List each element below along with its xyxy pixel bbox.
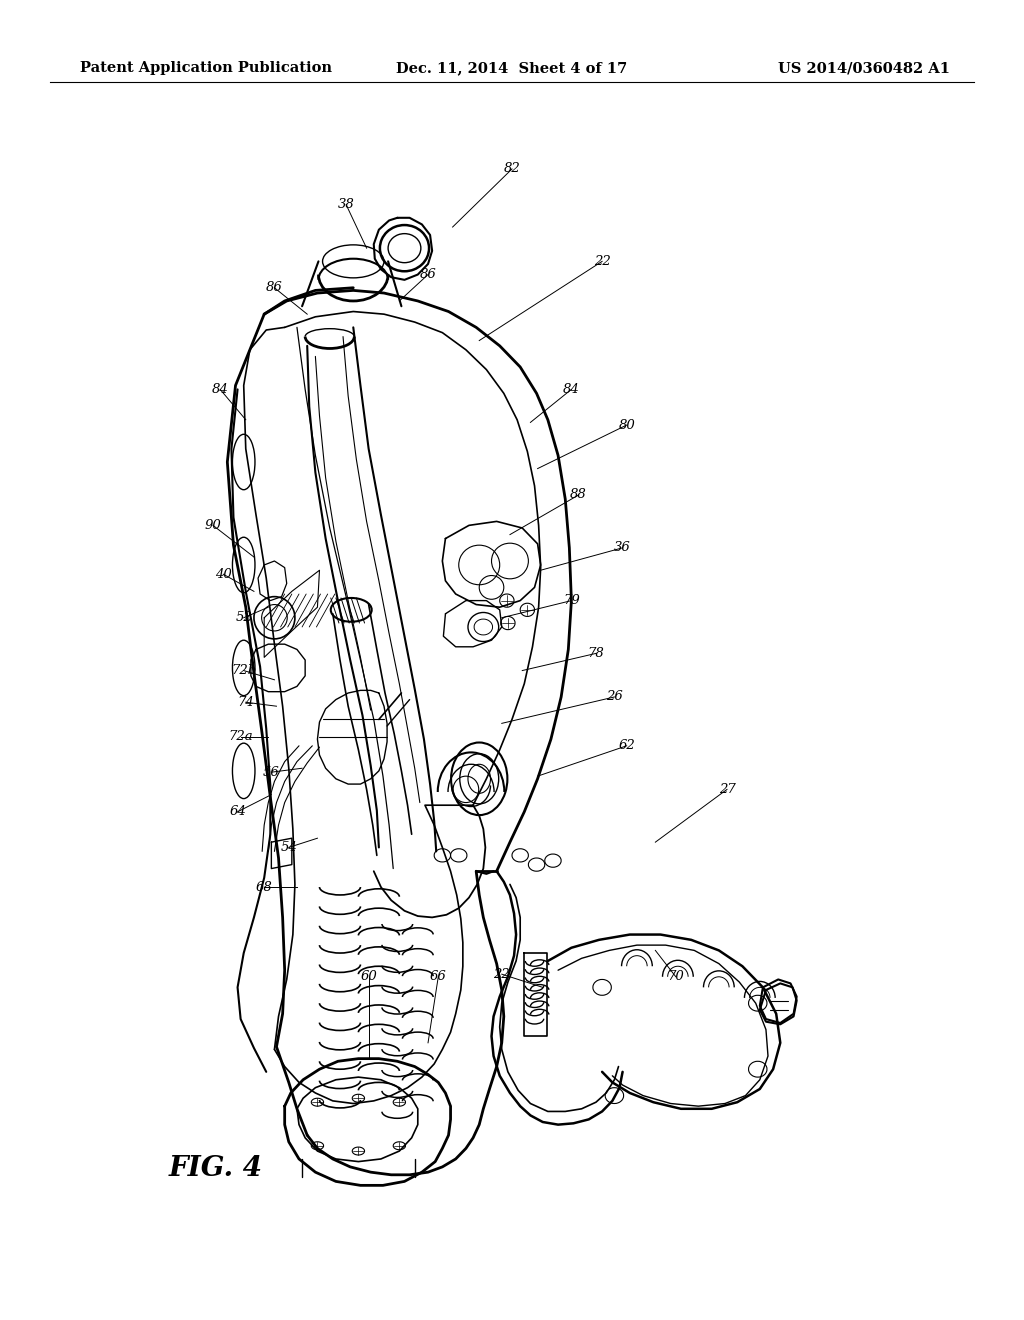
Text: 86: 86: [420, 268, 436, 281]
Text: 60: 60: [360, 970, 377, 983]
Text: 22: 22: [494, 968, 510, 981]
Text: 78: 78: [588, 647, 604, 660]
Text: 70: 70: [668, 970, 684, 983]
Text: 66: 66: [430, 970, 446, 983]
Text: 26: 26: [606, 690, 623, 704]
Text: 27: 27: [719, 783, 735, 796]
Text: Dec. 11, 2014  Sheet 4 of 17: Dec. 11, 2014 Sheet 4 of 17: [396, 61, 628, 75]
Text: 79: 79: [563, 594, 580, 607]
Text: 74: 74: [238, 696, 254, 709]
Text: 54: 54: [281, 841, 297, 854]
Text: 72a: 72a: [228, 730, 253, 743]
Text: 80: 80: [618, 418, 635, 432]
Text: 38: 38: [338, 198, 354, 211]
Text: 36: 36: [614, 541, 631, 554]
Text: 84: 84: [563, 383, 580, 396]
Text: 22: 22: [594, 255, 610, 268]
Text: US 2014/0360482 A1: US 2014/0360482 A1: [778, 61, 950, 75]
Text: 82: 82: [504, 162, 520, 176]
Text: FIG. 4: FIG. 4: [169, 1155, 263, 1181]
Text: 64: 64: [229, 805, 246, 818]
Text: 56: 56: [263, 766, 280, 779]
Text: 86: 86: [266, 281, 283, 294]
Text: 90: 90: [205, 519, 221, 532]
Text: 52: 52: [236, 611, 252, 624]
Text: 84: 84: [212, 383, 228, 396]
Text: Patent Application Publication: Patent Application Publication: [80, 61, 332, 75]
Text: 72b: 72b: [231, 664, 256, 677]
Text: 40: 40: [215, 568, 231, 581]
Text: 62: 62: [618, 739, 635, 752]
Text: 68: 68: [256, 880, 272, 894]
Text: 88: 88: [570, 488, 587, 502]
